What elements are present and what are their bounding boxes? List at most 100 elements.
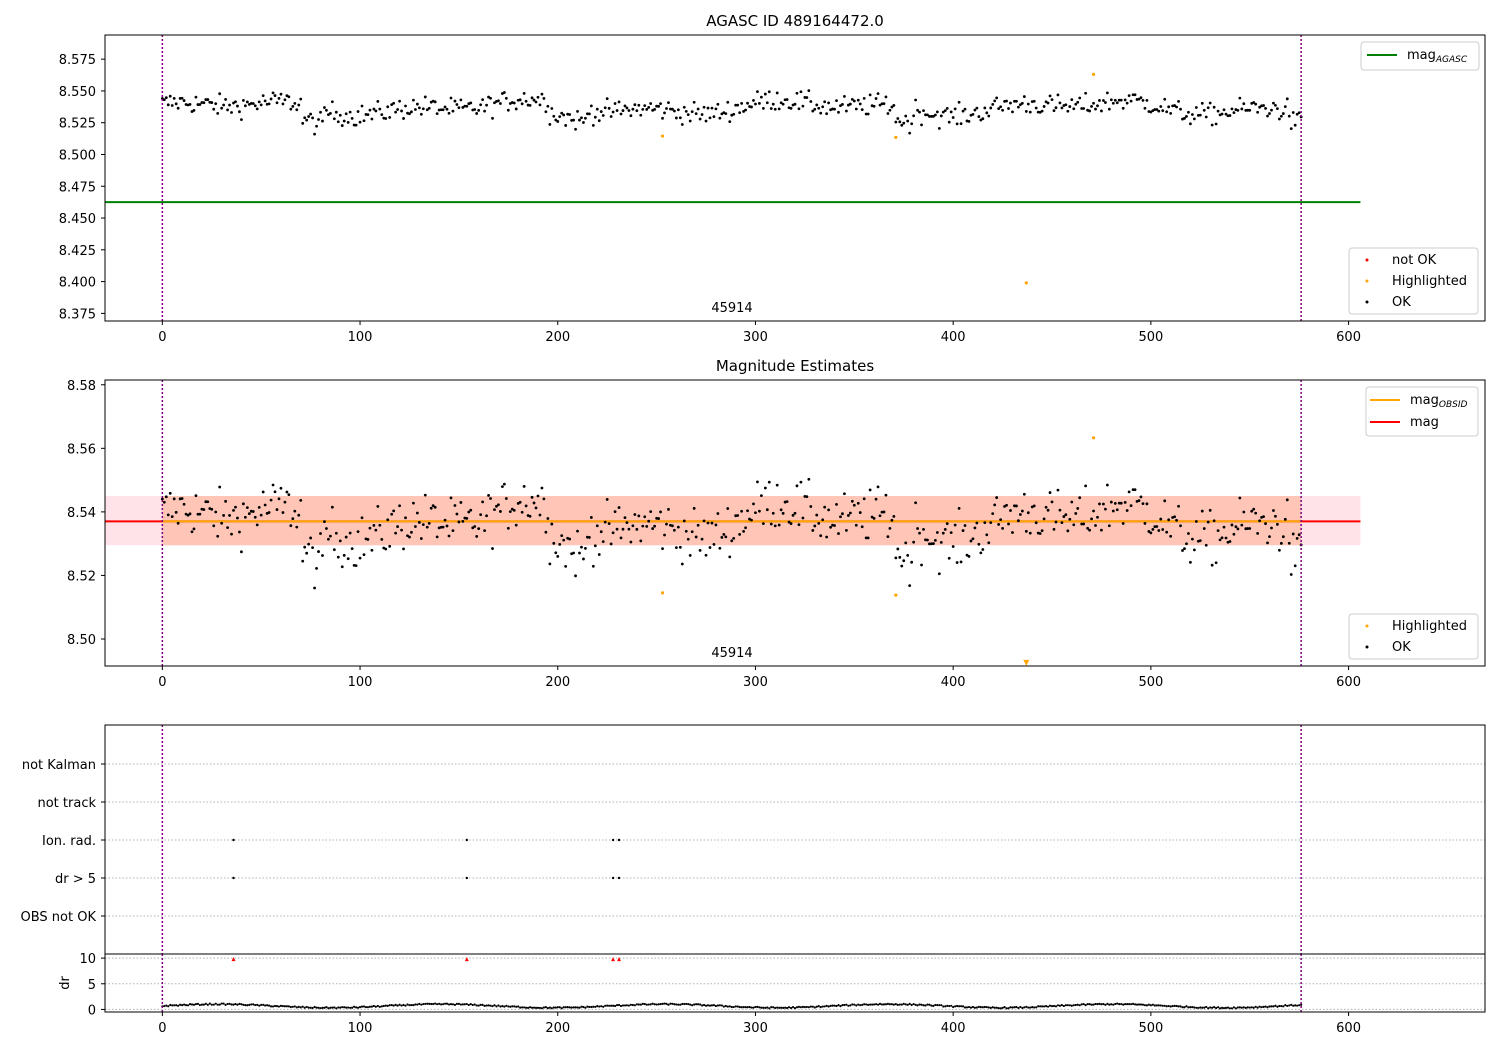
- ok-point: [1224, 536, 1228, 540]
- dr-point: [534, 1006, 538, 1010]
- ok-point: [162, 98, 166, 102]
- ok-point: [1145, 502, 1149, 506]
- ok-point: [603, 520, 607, 524]
- ok-point: [1204, 543, 1208, 547]
- ok-point: [1090, 517, 1093, 521]
- ok-point: [1066, 109, 1070, 113]
- ok-point: [856, 98, 860, 102]
- ok-point: [910, 122, 914, 126]
- dr-point: [1118, 1003, 1121, 1006]
- y-tick-label: 10: [79, 952, 96, 967]
- dr-point: [738, 1005, 741, 1009]
- dr-point: [526, 1006, 530, 1009]
- ok-point: [1022, 492, 1026, 496]
- ok-point: [645, 108, 649, 111]
- ok-point: [489, 497, 492, 500]
- ok-point: [315, 566, 318, 570]
- dr-point: [1191, 1005, 1194, 1009]
- dr-point: [281, 1004, 285, 1008]
- ok-point: [1064, 103, 1068, 107]
- highlighted-point: [660, 591, 665, 595]
- dr-point: [1224, 1006, 1228, 1009]
- dr-point: [266, 1004, 269, 1007]
- panel-frame: 0 100 200 300 400 500 6008.3758.4008.4258.4508…: [59, 34, 1486, 345]
- ok-point: [544, 530, 548, 534]
- ok-point: [170, 104, 174, 107]
- dr-threshold-marker: [617, 957, 622, 962]
- ok-point: [1210, 123, 1214, 127]
- ok-point: [425, 525, 429, 529]
- dr-point: [169, 1003, 172, 1007]
- ok-point: [546, 517, 550, 520]
- ok-point: [589, 104, 593, 108]
- ok-point: [856, 501, 860, 505]
- ok-point: [769, 107, 773, 110]
- ok-point: [714, 107, 718, 111]
- panel1-legend-top: magAGASC: [1360, 41, 1480, 71]
- dr-point: [544, 1006, 547, 1009]
- ok-point: [791, 513, 795, 517]
- ok-point: [1107, 107, 1111, 111]
- x-tick-label: 300: [743, 330, 768, 345]
- ok-point: [914, 501, 918, 505]
- x-tick-label: 0: [158, 1021, 166, 1036]
- ok-point: [1281, 112, 1285, 115]
- ok-point: [334, 531, 338, 535]
- ok-point: [1054, 106, 1058, 110]
- ok-point: [1149, 110, 1153, 114]
- dr-point: [623, 1004, 627, 1007]
- y-tick-label: 8.54: [67, 506, 96, 521]
- dr-point: [934, 1003, 937, 1007]
- ok-point: [862, 497, 866, 501]
- dr-point: [303, 1006, 306, 1009]
- dr-point: [697, 1003, 700, 1006]
- ok-point: [449, 496, 453, 500]
- ok-point: [1238, 96, 1242, 100]
- ok-point: [461, 106, 465, 109]
- ok-point: [771, 102, 775, 106]
- ok-point: [716, 102, 720, 106]
- ok-point: [546, 104, 550, 108]
- ok-point: [967, 554, 971, 558]
- ok-point: [1293, 564, 1297, 568]
- dr-point: [1106, 1002, 1109, 1005]
- ok-point: [672, 109, 676, 113]
- ok-point: [732, 112, 736, 116]
- ok-point: [700, 113, 704, 116]
- ok-point: [366, 113, 370, 117]
- dr-point: [1003, 1006, 1006, 1009]
- dr-point: [1031, 1005, 1034, 1009]
- ok-point: [878, 514, 882, 518]
- dr-point: [898, 1003, 901, 1006]
- ok-point: [817, 106, 821, 110]
- ok-point: [1222, 525, 1226, 529]
- ok-point: [758, 101, 761, 105]
- dr-point: [1234, 1007, 1237, 1010]
- ok-point: [712, 115, 716, 119]
- ok-point: [1283, 105, 1287, 109]
- dr-point: [1011, 1006, 1014, 1009]
- x-tick-label: 600: [1336, 1021, 1361, 1036]
- dr-point: [748, 1005, 751, 1009]
- dr-point: [1232, 1006, 1236, 1009]
- ok-point: [746, 509, 749, 513]
- ok-point: [605, 498, 609, 501]
- ok-point: [1208, 101, 1212, 105]
- ok-point: [556, 120, 560, 123]
- panel1-legend-mag-label: magAGASC: [1407, 48, 1468, 65]
- ok-point: [611, 110, 615, 114]
- ok-point: [611, 531, 615, 535]
- ok-point: [801, 516, 805, 520]
- ok-point: [779, 508, 783, 512]
- ok-point: [953, 107, 957, 111]
- ok-point: [961, 529, 965, 532]
- ok-point: [754, 511, 757, 515]
- dr-point: [347, 1006, 350, 1009]
- dr-point: [1104, 1003, 1107, 1006]
- ok-point: [307, 542, 311, 546]
- ok-point: [589, 516, 593, 519]
- ok-point: [419, 112, 423, 116]
- dr-point: [1185, 1005, 1188, 1008]
- ok-point: [1121, 522, 1125, 525]
- ok-point: [1056, 93, 1060, 97]
